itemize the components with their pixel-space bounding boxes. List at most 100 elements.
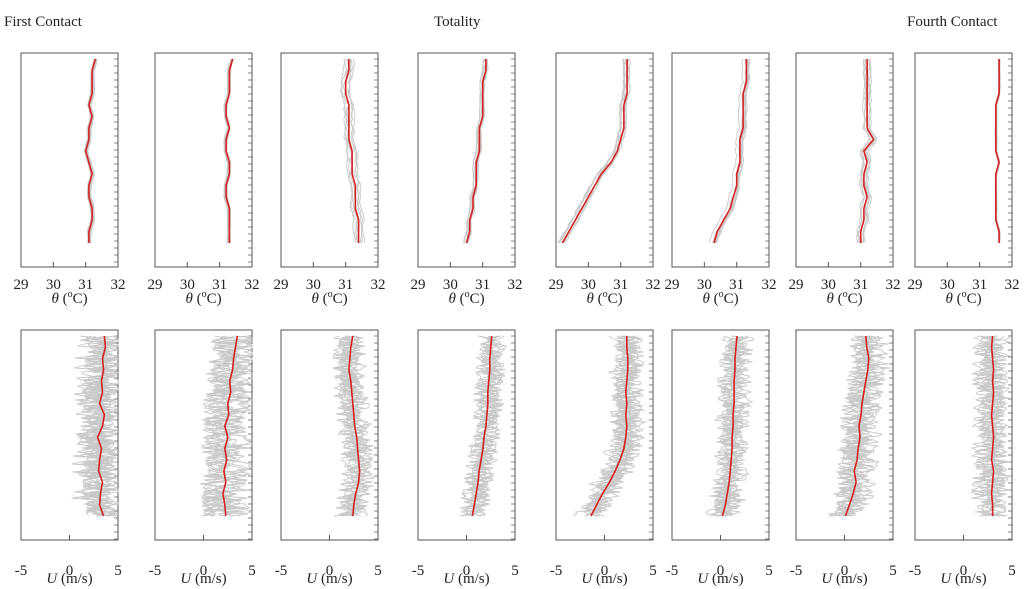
x-axis-label: U (m/s) xyxy=(697,571,743,587)
individual-profile xyxy=(982,335,1008,517)
mean-profile xyxy=(859,59,875,243)
individual-profile xyxy=(984,335,1008,517)
individual-profile xyxy=(862,58,876,244)
panel-theta-8: 29 30 31 32 θ (oC) xyxy=(908,52,1020,307)
panel-U-6: -5 0 5 U (m/s) xyxy=(666,329,773,587)
x-tick-label: -5 xyxy=(550,563,563,579)
x-tick-label: 29 xyxy=(148,277,163,293)
x-tick-label: -5 xyxy=(790,563,803,579)
individual-profile xyxy=(970,335,996,517)
x-axis-label: θ (oC) xyxy=(51,289,87,307)
x-tick-label: 30 xyxy=(46,277,61,293)
x-axis-label: U (m/s) xyxy=(940,571,986,587)
x-tick-label: 5 xyxy=(374,563,382,579)
panel-theta-6: 29 30 31 32 θ (oC) xyxy=(665,52,777,307)
x-tick-label: 32 xyxy=(371,277,386,293)
mean-profile xyxy=(844,335,870,517)
individual-profile xyxy=(78,335,114,517)
panel-frame xyxy=(154,52,253,268)
x-axis-label: θ (oC) xyxy=(448,289,484,307)
x-tick-label: 32 xyxy=(646,277,661,293)
panel-U-5: -5 0 5 U (m/s) xyxy=(550,329,657,587)
x-axis-label: θ (oC) xyxy=(586,289,622,307)
x-tick-label: 5 xyxy=(649,563,657,579)
x-tick-label: 32 xyxy=(762,277,777,293)
x-tick-label: 30 xyxy=(697,277,712,293)
mean-profile xyxy=(713,59,748,244)
panel-U-7: -5 0 5 U (m/s) xyxy=(790,329,897,587)
x-tick-label: 29 xyxy=(14,277,29,293)
individual-profile xyxy=(582,335,636,517)
panel-frame xyxy=(280,52,379,268)
x-tick-label: 0 xyxy=(601,563,609,579)
individual-profile xyxy=(834,335,879,517)
x-tick-label: -5 xyxy=(412,563,425,579)
panel-U-3: -5 0 5 U (m/s) xyxy=(275,329,382,587)
x-tick-label: -5 xyxy=(15,563,28,579)
x-tick-label: 0 xyxy=(200,563,208,579)
x-tick-label: 0 xyxy=(841,563,849,579)
panel-theta-1: 29 30 31 32 θ (oC) xyxy=(14,52,126,307)
x-axis-label: θ (oC) xyxy=(311,289,347,307)
x-axis-label: U (m/s) xyxy=(581,571,627,587)
panel-frame xyxy=(671,52,770,268)
x-tick-label: 5 xyxy=(889,563,897,579)
individual-profile xyxy=(714,58,750,244)
x-tick-label: 30 xyxy=(443,277,458,293)
x-tick-label: 5 xyxy=(248,563,256,579)
individual-profile xyxy=(588,335,640,517)
x-tick-label: -5 xyxy=(666,563,679,579)
x-tick-label: 0 xyxy=(463,563,471,579)
panel-theta-5: 29 30 31 32 θ (oC) xyxy=(549,52,661,307)
mean-profile xyxy=(348,335,361,517)
mean-profile xyxy=(561,59,628,244)
phase-label-totality: Totality xyxy=(434,14,481,30)
x-tick-label: 31 xyxy=(853,277,868,293)
panel-U-8: -5 0 5 U (m/s) xyxy=(909,329,1016,587)
x-tick-label: 29 xyxy=(549,277,564,293)
individual-profile xyxy=(202,335,241,517)
x-axis-label: U (m/s) xyxy=(46,571,92,587)
x-tick-label: 0 xyxy=(326,563,334,579)
x-tick-label: 32 xyxy=(1005,277,1020,293)
x-tick-label: 5 xyxy=(114,563,122,579)
x-tick-label: 29 xyxy=(274,277,289,293)
individual-profile xyxy=(841,335,889,517)
x-tick-label: 31 xyxy=(78,277,93,293)
individual-profile xyxy=(339,58,356,244)
individual-profile xyxy=(201,335,242,517)
panel-frame xyxy=(20,52,119,268)
individual-profile xyxy=(710,335,744,517)
individual-profile xyxy=(467,58,489,244)
individual-profile xyxy=(562,58,631,244)
x-tick-label: 32 xyxy=(508,277,523,293)
x-tick-label: -5 xyxy=(275,563,288,579)
individual-profile xyxy=(219,335,254,517)
x-tick-label: 29 xyxy=(411,277,426,293)
x-tick-label: 0 xyxy=(717,563,725,579)
x-tick-label: 31 xyxy=(475,277,490,293)
individual-profile xyxy=(461,335,499,517)
x-axis-label: U (m/s) xyxy=(443,571,489,587)
x-tick-label: 30 xyxy=(581,277,596,293)
x-tick-label: 29 xyxy=(908,277,923,293)
mean-profile xyxy=(96,335,107,517)
x-tick-label: 31 xyxy=(338,277,353,293)
panel-theta-7: 29 30 31 32 θ (oC) xyxy=(789,52,901,307)
individual-profile xyxy=(224,58,233,244)
x-tick-label: 0 xyxy=(66,563,74,579)
x-axis-label: θ (oC) xyxy=(826,289,862,307)
x-tick-label: 31 xyxy=(613,277,628,293)
phase-label-fourth-contact: Fourth Contact xyxy=(907,14,998,30)
x-axis-label: U (m/s) xyxy=(180,571,226,587)
mean-profile xyxy=(590,336,629,517)
mean-profile xyxy=(471,335,493,517)
individual-profile xyxy=(558,58,626,244)
panel-theta-2: 29 30 31 32 θ (oC) xyxy=(148,52,260,307)
x-axis-label: U (m/s) xyxy=(821,571,867,587)
mean-profile xyxy=(84,58,97,243)
x-tick-label: 32 xyxy=(245,277,260,293)
x-axis-label: θ (oC) xyxy=(185,289,221,307)
x-tick-label: 31 xyxy=(972,277,987,293)
